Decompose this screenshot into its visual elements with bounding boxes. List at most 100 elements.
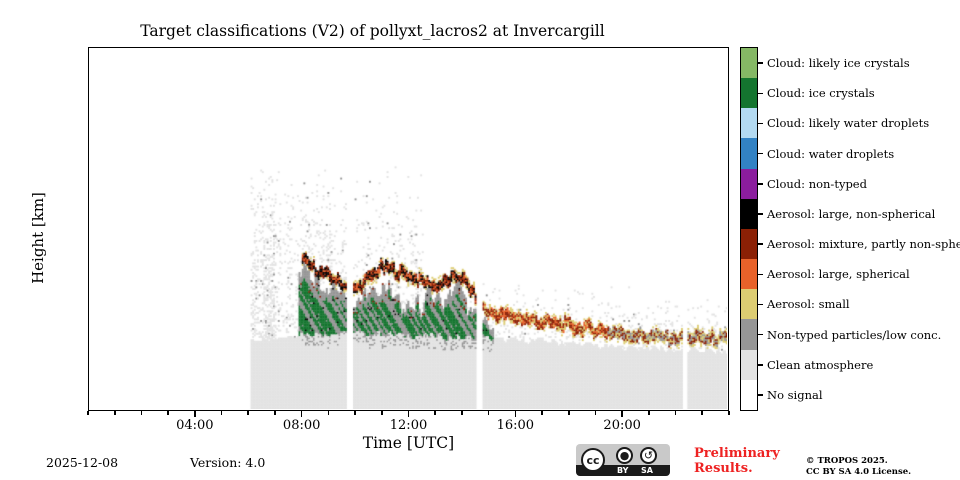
colorbar-segment bbox=[741, 168, 757, 199]
x-axis-minor-tick-mark bbox=[701, 411, 704, 415]
legend-entry: Cloud: non-typed bbox=[758, 169, 867, 199]
x-axis-minor-tick-mark bbox=[567, 411, 570, 415]
colorbar bbox=[740, 47, 758, 411]
legend-entry: Cloud: water droplets bbox=[758, 139, 894, 169]
copyright-line-2: CC BY SA 4.0 License. bbox=[806, 467, 912, 477]
legend-tick-mark bbox=[758, 303, 763, 306]
legend-tick-mark bbox=[758, 394, 763, 396]
legend-entry: Cloud: ice crystals bbox=[758, 78, 875, 108]
legend-tick-mark bbox=[758, 364, 763, 366]
x-axis-minor-tick-mark bbox=[461, 411, 463, 415]
preliminary-line-2: Results. bbox=[694, 461, 753, 476]
x-axis-minor-tick-mark bbox=[167, 411, 169, 415]
colorbar-segment bbox=[741, 138, 757, 169]
legend-entry: Aerosol: mixture, partly non-spherical bbox=[758, 229, 960, 259]
legend-tick-mark bbox=[758, 183, 763, 185]
x-axis-minor-tick-mark bbox=[327, 411, 330, 415]
x-axis-minor-tick-mark bbox=[220, 411, 223, 415]
copyright-notice: © TROPOS 2025. CC BY SA 4.0 License. bbox=[806, 456, 911, 478]
x-axis-minor-tick-mark bbox=[247, 411, 250, 415]
legend-entry: No signal bbox=[758, 380, 823, 410]
legend-entry-label: Clean atmosphere bbox=[767, 357, 874, 372]
x-axis-major-tick-mark bbox=[514, 411, 517, 417]
x-axis-minor-tick-mark bbox=[354, 411, 356, 415]
legend-entry-label: Cloud: ice crystals bbox=[767, 86, 875, 101]
footer-version: Version: 4.0 bbox=[190, 455, 266, 470]
x-axis-minor-tick-mark bbox=[594, 411, 597, 415]
x-axis-tick-label: 08:00 bbox=[282, 418, 321, 433]
colorbar-segment bbox=[741, 108, 757, 139]
colorbar-segment bbox=[741, 198, 757, 229]
y-axis-label: Height [km] bbox=[29, 192, 47, 284]
legend-tick-mark bbox=[758, 243, 763, 245]
legend-entry-label: Cloud: likely water droplets bbox=[767, 116, 930, 131]
cc-by-label: BY bbox=[617, 466, 629, 475]
legend-entry: Clean atmosphere bbox=[758, 350, 873, 380]
legend-tick-mark bbox=[758, 152, 763, 155]
x-axis-minor-tick-mark bbox=[140, 411, 143, 415]
legend-entry-label: Aerosol: large, non-spherical bbox=[767, 206, 936, 221]
footer-date: 2025-12-08 bbox=[46, 455, 119, 470]
legend-entry-label: No signal bbox=[767, 387, 823, 402]
x-axis-major-tick-mark bbox=[407, 411, 410, 417]
cc-sa-label: SA bbox=[641, 466, 653, 475]
x-axis-minor-tick-mark bbox=[380, 411, 383, 415]
x-axis-major-tick-mark bbox=[194, 411, 196, 417]
copyright-line-1: © TROPOS 2025. bbox=[806, 456, 888, 466]
cc-logo-icon: cc bbox=[581, 448, 605, 472]
colorbar-segment bbox=[741, 259, 757, 290]
legend-entry: Cloud: likely ice crystals bbox=[758, 48, 910, 78]
colorbar-segment bbox=[741, 289, 757, 320]
x-axis-minor-tick-mark bbox=[274, 411, 276, 415]
preliminary-results-notice: Preliminary Results. bbox=[694, 446, 780, 476]
x-axis-minor-tick-mark bbox=[434, 411, 436, 415]
legend-entry-label: Aerosol: small bbox=[767, 297, 850, 312]
preliminary-line-1: Preliminary bbox=[694, 446, 780, 461]
legend-entry: Aerosol: large, non-spherical bbox=[758, 199, 935, 229]
creative-commons-badge: cc ● ↺ BY SA bbox=[576, 444, 670, 476]
colorbar-segment bbox=[741, 379, 757, 410]
legend-tick-mark bbox=[758, 333, 763, 336]
legend-entry-label: Cloud: likely ice crystals bbox=[767, 56, 910, 71]
legend-entry-label: Aerosol: large, spherical bbox=[767, 267, 910, 282]
colorbar-segment bbox=[741, 319, 757, 350]
x-axis-minor-tick-mark bbox=[487, 411, 490, 415]
x-axis-minor-tick-mark bbox=[728, 411, 730, 415]
plot-area bbox=[88, 47, 729, 411]
cc-by-person-icon: ● bbox=[616, 447, 633, 464]
x-axis-minor-tick-mark bbox=[87, 411, 89, 415]
legend-entry-label: Aerosol: mixture, partly non-spherical bbox=[767, 237, 960, 252]
cc-sa-glyph: ↺ bbox=[643, 449, 654, 462]
legend-entry: Aerosol: large, spherical bbox=[758, 259, 910, 289]
plot-canvas-clip bbox=[89, 48, 728, 410]
x-axis-minor-tick-mark bbox=[541, 411, 543, 415]
x-axis-tick-label: 04:00 bbox=[176, 418, 214, 433]
legend-tick-mark bbox=[758, 62, 763, 64]
legend-tick-mark bbox=[758, 273, 763, 276]
classification-heatmap bbox=[89, 48, 727, 409]
colorbar-segment bbox=[741, 48, 757, 79]
x-axis-major-tick-mark bbox=[300, 411, 303, 417]
cc-sa-share-alike-icon: ↺ bbox=[640, 447, 657, 464]
legend-entry-label: Cloud: water droplets bbox=[767, 146, 895, 161]
legend-entry: Aerosol: small bbox=[758, 289, 850, 319]
x-axis-tick-label: 12:00 bbox=[389, 418, 428, 433]
chart-title: Target classifications (V2) of pollyxt_l… bbox=[140, 22, 605, 40]
colorbar-segment bbox=[741, 78, 757, 109]
x-axis-minor-tick-mark bbox=[648, 411, 650, 415]
x-axis-tick-label: 16:00 bbox=[496, 418, 535, 433]
legend-entry: Non-typed particles/low conc. bbox=[758, 320, 941, 350]
x-axis-major-tick-mark bbox=[621, 411, 623, 417]
legend-tick-mark bbox=[758, 213, 763, 215]
x-axis-minor-tick-mark bbox=[113, 411, 116, 415]
legend-entry-label: Non-typed particles/low conc. bbox=[767, 327, 942, 342]
legend-tick-mark bbox=[758, 92, 763, 95]
x-axis-minor-tick-mark bbox=[674, 411, 677, 415]
x-axis-tick-label: 20:00 bbox=[603, 418, 641, 433]
colorbar-segment bbox=[741, 349, 757, 380]
cc-by-glyph: ● bbox=[619, 449, 630, 462]
x-axis-label: Time [UTC] bbox=[362, 434, 455, 452]
legend-tick-mark bbox=[758, 122, 763, 125]
colorbar-segment bbox=[741, 228, 757, 260]
